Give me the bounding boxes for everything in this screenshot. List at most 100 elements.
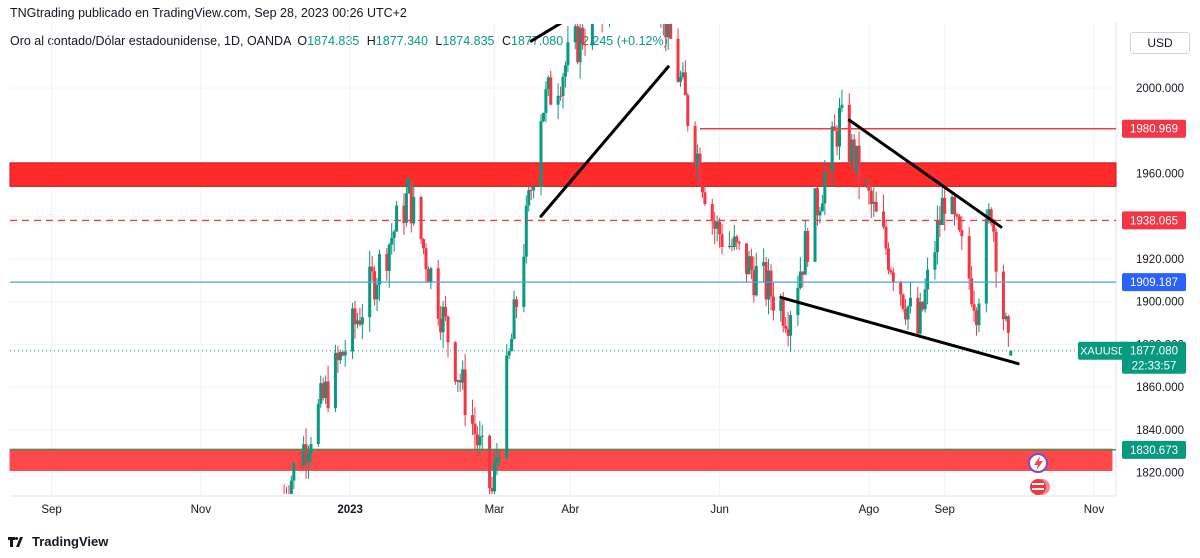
candle (409, 179, 413, 233)
candle (715, 215, 719, 242)
candle (989, 207, 993, 227)
candle (984, 209, 988, 313)
candle (737, 240, 741, 251)
candle (385, 247, 389, 281)
candle (593, 0, 596, 20)
candle (392, 229, 396, 252)
candle (532, 183, 536, 199)
candle (377, 249, 381, 301)
price-label: 1830.673 (1130, 445, 1178, 457)
candle (495, 443, 499, 476)
candle (891, 267, 895, 291)
candle (505, 344, 509, 461)
candle (598, 0, 601, 20)
candle (889, 267, 893, 275)
y-tick-label: 2000.000 (1136, 83, 1184, 95)
candle (488, 434, 492, 494)
candle (390, 223, 394, 255)
candle (307, 445, 311, 479)
candle (886, 242, 890, 275)
candle (288, 485, 290, 494)
flag-stripe-1 (1032, 483, 1044, 485)
candle (544, 81, 548, 123)
candle (678, 70, 682, 87)
candle (904, 298, 908, 326)
candle (507, 348, 511, 360)
candle (1006, 314, 1010, 348)
candle (874, 191, 878, 213)
x-tick-label: Sep (41, 504, 61, 516)
close-label: C (502, 34, 512, 48)
candle (497, 451, 501, 467)
y-tick-label: 1860.000 (1136, 382, 1184, 394)
candle (664, 24, 668, 52)
candle (424, 243, 428, 283)
open-label: O (297, 34, 308, 48)
candle (512, 290, 516, 340)
candle (660, 24, 662, 28)
candle (422, 238, 426, 255)
currency-button[interactable]: USD (1130, 32, 1190, 54)
high-label: H (366, 34, 376, 48)
candle (292, 461, 296, 490)
trend-line (847, 118, 1003, 229)
candle (732, 224, 736, 251)
current-symbol-box (1078, 341, 1128, 360)
candle (850, 133, 854, 169)
candle (475, 425, 479, 458)
candle (840, 89, 844, 112)
candle (767, 258, 771, 315)
candle (436, 260, 440, 326)
candle (510, 333, 514, 352)
candle (549, 70, 553, 106)
candle (478, 420, 482, 455)
candle (713, 211, 717, 245)
candle (561, 72, 565, 109)
y-tick-label: 1820.000 (1136, 468, 1184, 480)
candle (578, 24, 582, 79)
candle (515, 296, 519, 319)
candle (630, 0, 633, 4)
change-value: +2.245 (+0.12%) (574, 34, 668, 48)
current-price-label: 1877.080 (1130, 346, 1178, 358)
candle (613, 0, 616, 23)
candle (918, 292, 922, 338)
candle (302, 435, 306, 469)
candle (696, 144, 700, 182)
candle (387, 243, 391, 288)
candle (353, 300, 357, 339)
candle (975, 307, 979, 336)
symbol-legend: Oro al contado/Dólar estadounidense, 1D,… (10, 34, 668, 48)
open-value: 1874.835 (307, 34, 360, 48)
high-value: 1877.340 (375, 34, 428, 48)
candle (872, 187, 876, 217)
candle (762, 248, 766, 282)
candle (718, 217, 722, 248)
candle (977, 298, 981, 333)
candle (727, 231, 731, 249)
candle (441, 301, 445, 349)
candle (1004, 312, 1008, 322)
candle (953, 192, 957, 226)
candle (566, 26, 570, 72)
candle (338, 349, 342, 364)
candle (703, 186, 707, 206)
candle (852, 134, 856, 188)
candle (324, 375, 328, 404)
candle (803, 219, 807, 275)
footer-brand-label: TradingView (32, 534, 109, 549)
price-label: 1909.187 (1130, 277, 1178, 289)
candle (884, 219, 888, 255)
candle (573, 24, 577, 50)
candle (869, 185, 873, 218)
candle (933, 240, 937, 280)
x-tick-label: Nov (191, 504, 212, 516)
candle (747, 250, 751, 275)
candle (286, 486, 287, 494)
candle (563, 61, 567, 88)
candle (326, 365, 330, 413)
price-label-box (1122, 440, 1186, 459)
trend-line (539, 65, 670, 218)
price-label: 1938.065 (1130, 215, 1178, 227)
